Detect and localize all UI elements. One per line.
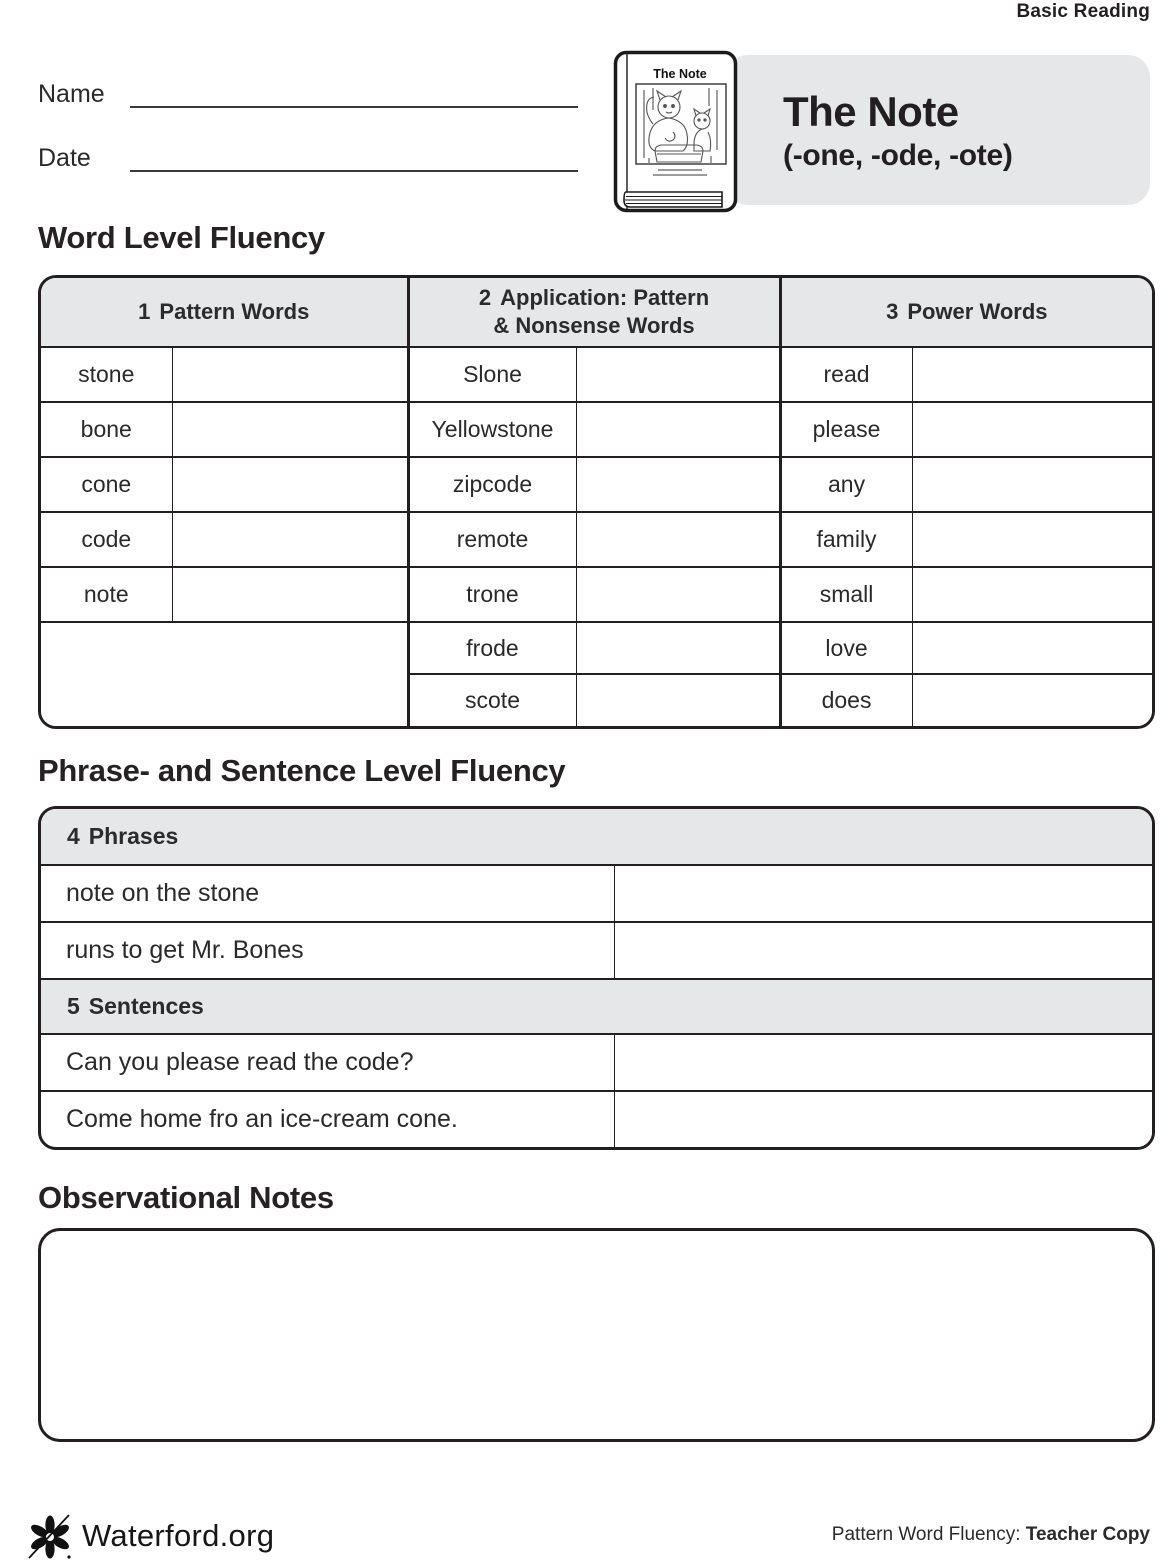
- application-word: zipcode: [406, 456, 577, 512]
- pattern-word: code: [41, 511, 172, 567]
- worksheet-title: The Note: [783, 88, 959, 135]
- phrase-sentence-table: 4 Phrases note on the stone runs to get M…: [38, 806, 1155, 1150]
- application-word: frode: [406, 621, 577, 674]
- response-cell[interactable]: [171, 566, 409, 622]
- sentences-header: 5 Sentences: [41, 978, 1152, 1033]
- pattern-word: bone: [41, 401, 172, 457]
- cat-illustration: [635, 83, 727, 176]
- power-word: family: [778, 511, 913, 567]
- title-block: The Note (-one, -ode, -ote): [726, 55, 1150, 205]
- response-cell[interactable]: [615, 1092, 1152, 1147]
- response-cell[interactable]: [615, 1035, 1152, 1090]
- date-fill-line[interactable]: [130, 170, 578, 172]
- pattern-word: stone: [41, 346, 172, 402]
- response-cell[interactable]: [911, 401, 1152, 457]
- date-label: Date: [38, 144, 91, 172]
- response-cell[interactable]: [575, 566, 781, 622]
- response-cell[interactable]: [911, 511, 1152, 567]
- word-level-table: 1 Pattern Words 2 Application: Pattern & N…: [38, 275, 1155, 729]
- worksheet-subtitle: (-one, -ode, -ote): [783, 139, 1013, 172]
- response-cell[interactable]: [575, 673, 781, 726]
- cover-title: The Note: [653, 67, 707, 81]
- power-word: any: [778, 456, 913, 512]
- word-level-heading: Word Level Fluency: [38, 220, 325, 255]
- phrases-header: 4 Phrases: [41, 809, 1152, 864]
- header-pattern-words: 1 Pattern Words: [41, 278, 409, 348]
- observational-notes-heading: Observational Notes: [38, 1180, 334, 1215]
- word-row: cone zipcode any: [41, 456, 1152, 512]
- footer-brand: Waterford.org: [26, 1512, 274, 1560]
- sentence-row: Come home fro an ice-cream cone.: [41, 1090, 1152, 1147]
- header-power-words: 3 Power Words: [778, 278, 1152, 348]
- sentence-text: Can you please read the code?: [41, 1035, 615, 1090]
- application-word: trone: [406, 566, 577, 622]
- response-cell[interactable]: [171, 346, 409, 402]
- phrase-row: note on the stone: [41, 864, 1152, 921]
- phrase-text: runs to get Mr. Bones: [41, 923, 615, 978]
- response-cell[interactable]: [911, 346, 1152, 402]
- application-word: Yellowstone: [406, 401, 577, 457]
- application-word: remote: [406, 511, 577, 567]
- response-cell[interactable]: [171, 511, 409, 567]
- power-word: small: [778, 566, 913, 622]
- word-row: code remote family: [41, 511, 1152, 567]
- response-cell[interactable]: [575, 346, 781, 402]
- response-cell[interactable]: [911, 456, 1152, 512]
- waterford-flower-icon: [28, 1514, 71, 1559]
- book-cover-icon: The Note: [613, 50, 738, 213]
- application-word: scote: [406, 673, 577, 726]
- footer-doc-label: Pattern Word Fluency: Teacher Copy: [831, 1524, 1150, 1545]
- observational-notes-box[interactable]: [38, 1228, 1155, 1442]
- word-row: scote does: [41, 673, 1152, 726]
- name-fill-line[interactable]: [130, 106, 578, 108]
- pattern-word: cone: [41, 456, 172, 512]
- response-cell[interactable]: [911, 621, 1152, 674]
- response-cell[interactable]: [575, 511, 781, 567]
- sentence-row: Can you please read the code?: [41, 1033, 1152, 1090]
- header-application-words: 2 Application: Pattern & Nonsense Words: [406, 278, 781, 348]
- response-cell[interactable]: [575, 401, 781, 457]
- word-row: note trone small: [41, 566, 1152, 622]
- word-row: stone Slone read: [41, 346, 1152, 402]
- word-row: bone Yellowstone please: [41, 401, 1152, 457]
- response-cell[interactable]: [171, 456, 409, 512]
- response-cell[interactable]: [575, 621, 781, 674]
- power-word: please: [778, 401, 913, 457]
- response-cell[interactable]: [615, 866, 1152, 921]
- application-word: Slone: [406, 346, 577, 402]
- power-word: love: [778, 621, 913, 674]
- phrase-level-heading: Phrase- and Sentence Level Fluency: [38, 753, 566, 788]
- page-edges: [623, 191, 723, 208]
- power-word: does: [778, 673, 913, 726]
- response-cell[interactable]: [575, 456, 781, 512]
- response-cell[interactable]: [911, 673, 1152, 726]
- phrase-text: note on the stone: [41, 866, 615, 921]
- sentence-text: Come home fro an ice-cream cone.: [41, 1092, 615, 1147]
- power-word: read: [778, 346, 913, 402]
- pattern-empty-area[interactable]: [41, 621, 409, 726]
- response-cell[interactable]: [171, 401, 409, 457]
- category-label: Basic Reading: [1016, 1, 1150, 22]
- name-label: Name: [38, 80, 105, 108]
- response-cell[interactable]: [911, 566, 1152, 622]
- word-row: frode love: [41, 621, 1152, 726]
- response-cell[interactable]: [615, 923, 1152, 978]
- phrase-row: runs to get Mr. Bones: [41, 921, 1152, 978]
- pattern-word: note: [41, 566, 172, 622]
- brand-name: Waterford.org: [82, 1518, 275, 1553]
